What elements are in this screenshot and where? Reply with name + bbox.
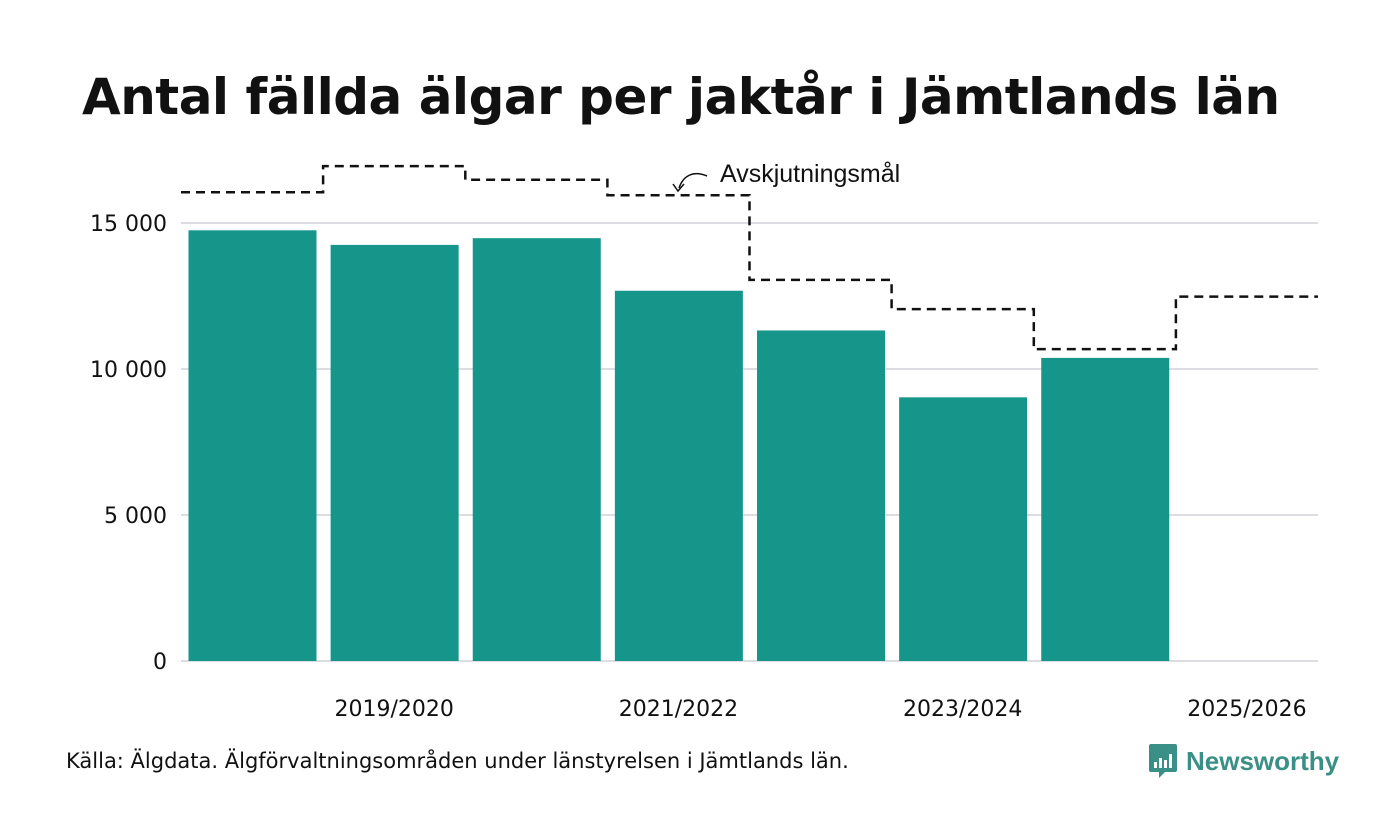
brand-name: Newsworthy — [1186, 745, 1340, 776]
target-annotation-label: Avskjutningsmål — [720, 160, 900, 188]
x-axis-labels: 2019/2020 2021/2022 2023/2024 2025/2026 — [334, 697, 1306, 722]
bar — [188, 230, 317, 662]
x-tick-label: 2019/2020 — [334, 697, 453, 722]
bar — [330, 244, 459, 661]
x-tick-label: 2023/2024 — [903, 697, 1022, 722]
x-tick-label: 2021/2022 — [619, 697, 738, 722]
annotation-arrowhead — [672, 183, 685, 193]
brand-logo: Newsworthy — [1148, 743, 1339, 779]
y-tick-label: 10 000 — [90, 358, 167, 383]
y-tick-label: 0 — [153, 650, 167, 675]
bar — [472, 238, 601, 661]
newsworthy-icon — [1149, 744, 1177, 778]
bar — [899, 397, 1028, 661]
target-annotation: Avskjutningsmål — [672, 160, 900, 193]
y-tick-label: 5 000 — [104, 504, 167, 529]
target-line — [181, 164, 1318, 351]
source-note: Källa: Älgdata. Älgförvaltningsområden u… — [66, 749, 849, 773]
bars — [188, 230, 1170, 662]
chart-title: Antal fällda älgar per jaktår i Jämtland… — [82, 68, 1280, 126]
y-axis-labels: 0 5 000 10 000 15 000 — [90, 212, 167, 675]
x-tick-label: 2025/2026 — [1187, 697, 1306, 722]
annotation-arrow — [678, 172, 708, 189]
bar — [1041, 357, 1170, 661]
target-step-line — [181, 164, 1318, 351]
bar — [614, 290, 743, 661]
y-tick-label: 15 000 — [90, 212, 167, 237]
bar — [757, 330, 885, 661]
